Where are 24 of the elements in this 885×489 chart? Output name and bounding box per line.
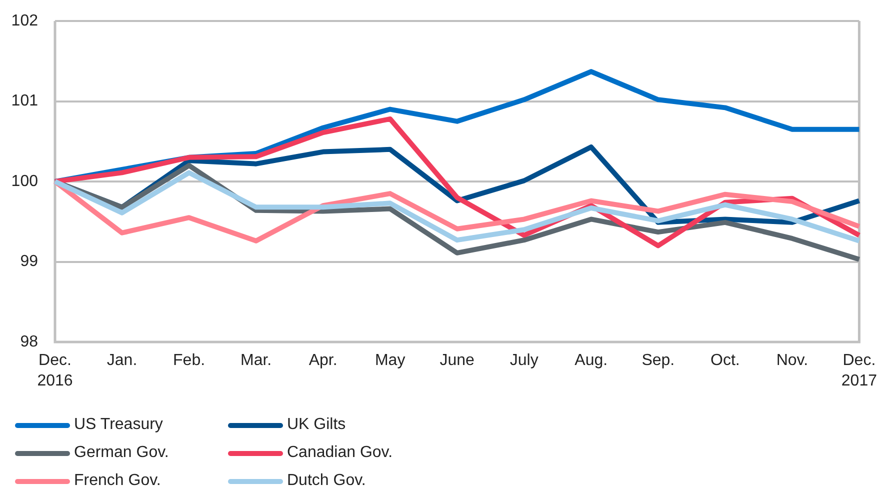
x-tick-label: Dec. 2017 <box>841 352 878 390</box>
y-tick-label: 99 <box>20 253 38 270</box>
x-tick-label: Apr. <box>308 352 338 369</box>
x-tick-label: Feb. <box>173 352 206 369</box>
y-tick-label: 98 <box>20 333 38 350</box>
legend-label: Canadian Gov. <box>287 444 393 462</box>
x-tick-label: Oct. <box>710 352 740 369</box>
y-tick-label: 101 <box>11 92 38 110</box>
legend-label: Dutch Gov. <box>287 472 366 489</box>
x-tick-label: Dec. 2016 <box>37 352 73 390</box>
x-tick-label: May <box>374 352 406 369</box>
x-tick-label: June <box>440 352 475 369</box>
y-tick-label: 100 <box>11 172 38 190</box>
x-tick-label: Jan. <box>106 352 138 369</box>
y-tick-label: 102 <box>11 12 38 30</box>
legend-label: US Treasury <box>74 416 163 434</box>
legend-label: UK Gilts <box>287 416 346 434</box>
x-tick-label: Nov. <box>776 352 808 369</box>
x-tick-label: Aug. <box>574 352 608 369</box>
x-tick-label: July <box>510 352 538 369</box>
x-tick-label: Mar. <box>240 352 272 369</box>
x-tick-label: Sep. <box>642 352 675 369</box>
legend-label: French Gov. <box>74 472 161 489</box>
legend-label: German Gov. <box>74 444 169 462</box>
